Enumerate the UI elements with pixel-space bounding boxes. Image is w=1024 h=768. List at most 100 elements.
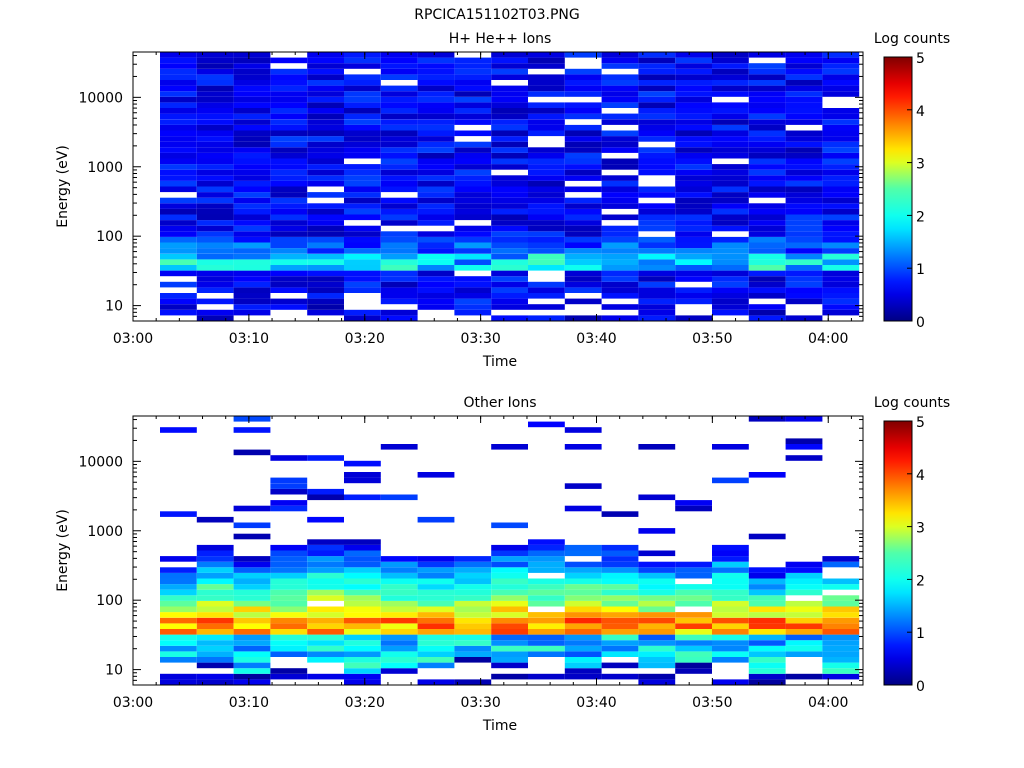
heatmap-cell	[160, 617, 197, 624]
heatmap-cell	[712, 623, 749, 629]
heatmap-cell	[233, 679, 271, 685]
heatmap-cell	[196, 152, 234, 159]
heatmap-cell	[491, 119, 528, 125]
heatmap-cell	[417, 102, 455, 108]
heatmap-cell	[417, 472, 455, 478]
heatmap-cell	[712, 679, 749, 685]
heatmap-cell	[675, 208, 712, 215]
heatmap-cell	[675, 91, 712, 97]
heatmap-cell	[638, 152, 676, 159]
heatmap-cell	[270, 225, 308, 232]
heatmap-cell	[196, 315, 234, 321]
heatmap-cell	[785, 645, 823, 652]
heatmap-cell	[160, 130, 197, 137]
heatmap-cell	[454, 186, 492, 193]
heatmap-cell	[196, 248, 234, 254]
heatmap-cell	[380, 52, 418, 58]
heatmap-cell	[160, 645, 197, 652]
heatmap-cell	[491, 102, 528, 108]
heatmap-cell	[196, 225, 234, 232]
colorbar-label: Log counts	[874, 31, 950, 47]
heatmap-cell	[785, 147, 823, 153]
heatmap-cell	[712, 203, 749, 209]
heatmap-cell	[380, 315, 418, 321]
heatmap-cell	[822, 617, 860, 624]
heatmap-cell	[528, 242, 565, 249]
heatmap-cell	[454, 556, 492, 562]
heatmap-cell	[454, 80, 492, 86]
heatmap-cell	[491, 208, 528, 215]
heatmap-cell	[196, 214, 234, 221]
heatmap-cell	[528, 197, 565, 204]
heatmap-cell	[417, 561, 455, 568]
heatmap-cell	[822, 113, 860, 120]
heatmap-cell	[675, 220, 712, 226]
heatmap-cell	[160, 679, 197, 685]
heatmap-cell	[160, 293, 197, 299]
heatmap-cell	[822, 270, 860, 277]
heatmap-cell	[601, 612, 639, 618]
heatmap-cell	[307, 253, 344, 260]
heatmap-cell	[233, 225, 271, 232]
heatmap-cell	[160, 119, 197, 125]
heatmap-cell	[270, 500, 308, 506]
heatmap-cell	[675, 265, 712, 271]
heatmap-cell	[196, 113, 234, 120]
heatmap-cell	[564, 68, 602, 75]
colorbar-tick-label: 0	[916, 315, 925, 331]
heatmap-cell	[601, 113, 639, 120]
heatmap-cell	[307, 309, 344, 316]
heatmap-cell	[528, 612, 565, 618]
heatmap-cell	[196, 197, 234, 204]
heatmap-cell	[380, 119, 418, 125]
heatmap-cell	[454, 158, 492, 165]
heatmap-cell	[785, 158, 823, 165]
heatmap-cell	[638, 225, 676, 232]
heatmap-cell	[748, 270, 786, 277]
heatmap-cell	[233, 304, 271, 310]
heatmap-cell	[675, 74, 712, 80]
heatmap-cell	[675, 136, 712, 142]
heatmap-cell	[748, 248, 786, 254]
heatmap-cell	[196, 242, 234, 249]
heatmap-cell	[307, 113, 344, 120]
heatmap-cell	[601, 595, 639, 601]
heatmap-cell	[417, 68, 455, 75]
heatmap-cell	[785, 287, 823, 293]
heatmap-cell	[270, 80, 308, 86]
heatmap-cell	[675, 85, 712, 92]
heatmap-cell	[675, 567, 712, 573]
heatmap-cell	[454, 169, 492, 176]
heatmap-cell	[196, 567, 234, 573]
heatmap-cell	[344, 242, 381, 249]
heatmap-cell	[307, 102, 344, 108]
heatmap-cell	[712, 617, 749, 624]
heatmap-cell	[638, 236, 676, 243]
heatmap-cell	[785, 623, 823, 629]
heatmap-cell	[748, 208, 786, 215]
heatmap-cell	[270, 91, 308, 97]
heatmap-cell	[307, 293, 344, 299]
heatmap-cell	[270, 259, 308, 265]
heatmap-cell	[160, 231, 197, 237]
heatmap-cell	[380, 91, 418, 97]
heatmap-cell	[491, 253, 528, 260]
heatmap-cell	[233, 192, 271, 198]
heatmap-cell	[785, 141, 823, 148]
heatmap-cell	[307, 634, 344, 641]
heatmap-cell	[564, 276, 602, 282]
heatmap-cell	[638, 578, 676, 585]
heatmap-cell	[822, 169, 860, 176]
heatmap-cell	[638, 113, 676, 120]
heatmap-cell	[712, 52, 749, 58]
heatmap-cell	[196, 584, 234, 590]
heatmap-cell	[380, 96, 418, 103]
heatmap-cell	[675, 158, 712, 165]
x-tick-label: 03:00	[113, 695, 153, 711]
heatmap-cell	[196, 281, 234, 288]
heatmap-cell	[270, 550, 308, 557]
heatmap-cell	[380, 612, 418, 618]
heatmap-cell	[417, 276, 455, 282]
heatmap-cell	[270, 136, 308, 142]
heatmap-cell	[160, 186, 197, 193]
